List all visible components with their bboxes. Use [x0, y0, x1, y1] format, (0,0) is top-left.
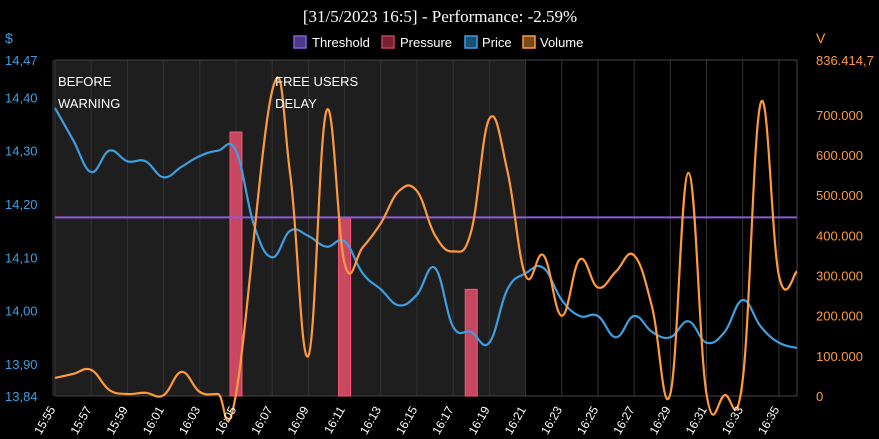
left-tick-label: 14,30 [5, 144, 38, 159]
pressure-bars-layer [229, 131, 478, 397]
right-tick-label: 500.000 [816, 188, 863, 203]
legend-item-pressure[interactable]: Pressure [381, 35, 452, 50]
legend-label-pressure: Pressure [400, 35, 452, 50]
right-tick-label: 0 [816, 389, 823, 404]
right-tick-label: 836.414,7 [816, 53, 874, 68]
chart-title: [31/5/2023 16:5] - Performance: -2.59% [303, 7, 577, 26]
annotation-text: DELAY [275, 96, 317, 111]
left-tick-label: 13,90 [5, 357, 38, 372]
right-tick-label: 700.000 [816, 108, 863, 123]
volume-layer [54, 76, 798, 423]
left-tick-label: 14,20 [5, 197, 38, 212]
right-tick-label: 200.000 [816, 309, 863, 324]
right-tick-label: 300.000 [816, 268, 863, 283]
pressure-bar [338, 216, 352, 397]
legend-swatch-volume [522, 35, 536, 49]
annotation-layer: BEFORE WARNING FREE USERS DELAY [58, 74, 359, 111]
left-tick-label: 13,84 [5, 389, 38, 404]
legend: Threshold Pressure Price Volume [293, 35, 583, 50]
right-axis-unit: V [816, 30, 826, 46]
left-tick-label: 14,40 [5, 90, 38, 105]
legend-item-volume[interactable]: Volume [522, 35, 583, 50]
right-tick-label: 400.000 [816, 228, 863, 243]
shaded-region [52, 60, 526, 396]
annotation-text: FREE USERS [275, 74, 358, 89]
legend-label-volume: Volume [540, 35, 583, 50]
right-tick-label: 100.000 [816, 349, 863, 364]
grid-layer [54, 59, 798, 397]
legend-swatch-threshold [293, 35, 307, 49]
left-tick-label: 14,10 [5, 250, 38, 265]
annotation-text: BEFORE [58, 74, 112, 89]
shaded-region-layer [52, 60, 526, 396]
right-tick-label: 600.000 [816, 148, 863, 163]
volume-line [54, 76, 798, 423]
price-layer [54, 107, 798, 350]
legend-item-threshold[interactable]: Threshold [293, 35, 370, 50]
legend-swatch-price [464, 35, 478, 49]
left-axis-unit: $ [5, 30, 13, 46]
legend-swatch-pressure [381, 35, 395, 49]
left-tick-label: 14,47 [5, 53, 38, 68]
legend-label-price: Price [482, 35, 512, 50]
left-tick-label: 14,00 [5, 304, 38, 319]
legend-item-price[interactable]: Price [464, 35, 512, 50]
legend-label-threshold: Threshold [312, 35, 370, 50]
pressure-bar [464, 288, 478, 397]
price-line [54, 107, 798, 350]
annotation-text: WARNING [58, 96, 120, 111]
